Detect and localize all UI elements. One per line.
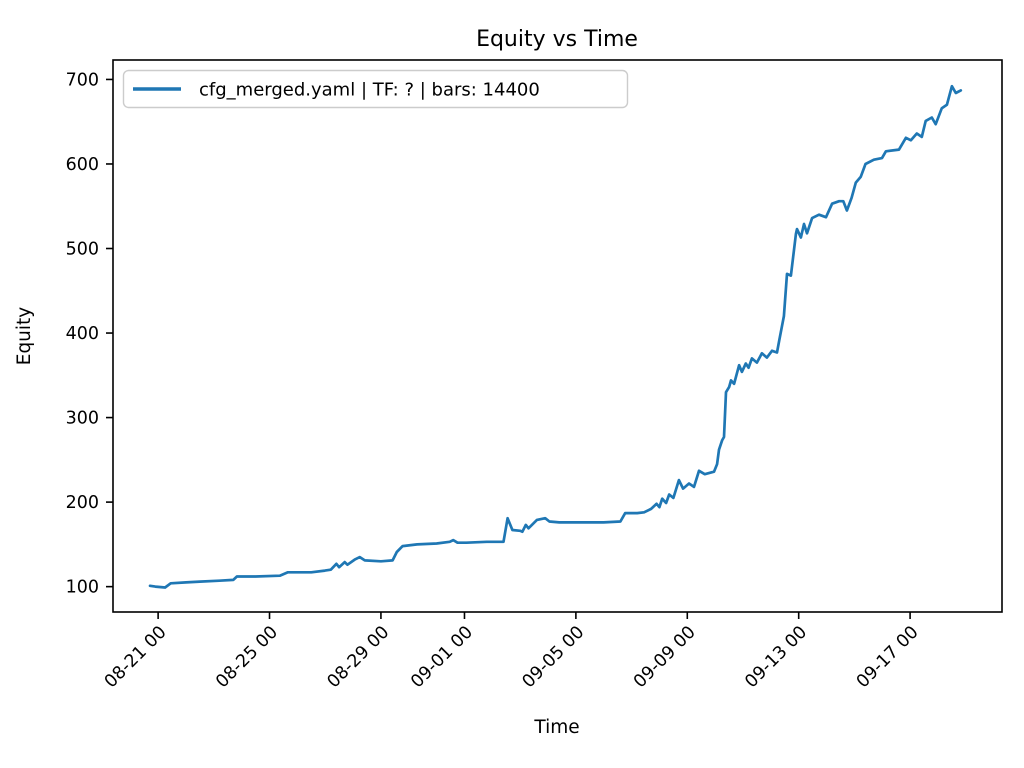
- legend-entry-label: cfg_merged.yaml | TF: ? | bars: 14400: [199, 80, 540, 101]
- x-tick-label: 08-29 00: [324, 622, 394, 692]
- x-tick-label: 09-17 00: [853, 622, 923, 692]
- y-tick-label: 200: [66, 493, 99, 513]
- x-tick-label: 08-25 00: [212, 622, 282, 692]
- chart-title: Equity vs Time: [476, 27, 638, 52]
- x-tick-label: 09-09 00: [630, 622, 700, 692]
- x-tick-label: 08-21 00: [101, 622, 171, 692]
- y-tick-label: 600: [66, 155, 99, 175]
- x-tick-label: 09-05 00: [519, 622, 589, 692]
- y-tick-label: 700: [66, 70, 99, 90]
- y-axis-label: Equity: [14, 307, 35, 366]
- equity-curve-line: [148, 84, 963, 589]
- y-tick-label: 100: [66, 578, 99, 598]
- y-tick-label: 400: [66, 324, 99, 344]
- legend-frame: [122, 69, 629, 109]
- y-tick-label: 300: [66, 409, 99, 429]
- y-axis-ticks: 100 200 300 400 500 600 700: [66, 70, 113, 598]
- x-axis-ticks: 08-21 00 08-25 00 08-29 00 09-01 00 09-05 00…: [101, 612, 923, 692]
- x-tick-label: 09-13 00: [741, 622, 811, 692]
- plot-area-frame: [112, 59, 1003, 613]
- series-group: [148, 84, 963, 589]
- x-axis-label: Time: [533, 717, 579, 738]
- x-tick-label: 09-01 00: [407, 622, 477, 692]
- y-tick-label: 500: [66, 240, 99, 260]
- legend-box: cfg_merged.yaml | TF: ? | bars: 14400: [122, 69, 629, 109]
